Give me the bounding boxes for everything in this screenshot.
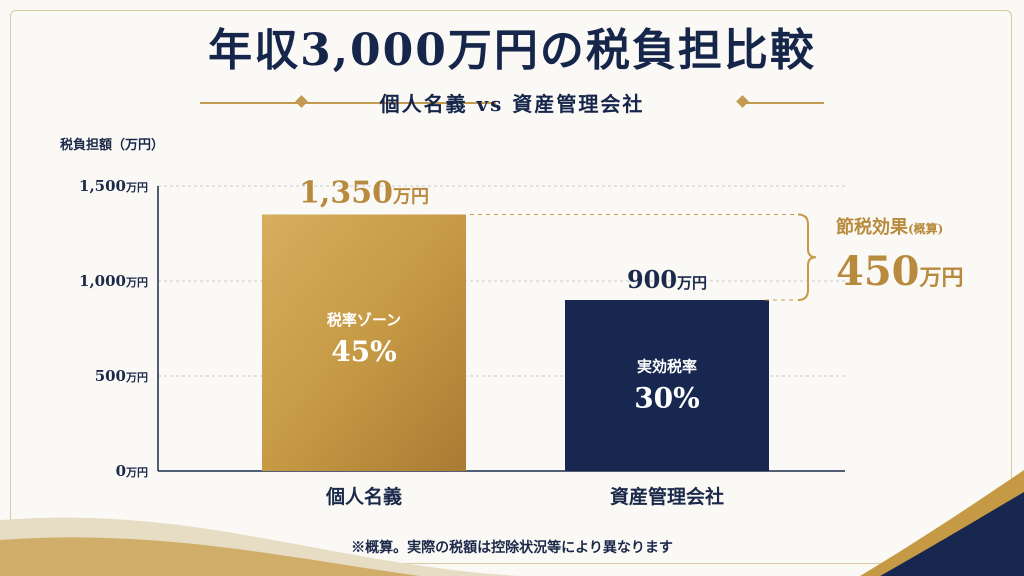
bar-value-unit: 万円 <box>676 274 707 292</box>
wave-right-navy <box>880 492 1024 576</box>
bar-inner-rate: 45% <box>331 335 397 368</box>
bar-value-number: 900 <box>627 265 677 294</box>
y-tick-unit: 万円 <box>125 181 148 194</box>
y-tick-unit: 万円 <box>125 466 148 479</box>
bar-inner-label: 税率ゾーン <box>327 311 401 329</box>
bar-company <box>565 300 769 471</box>
bar-inner-label: 実効税率 <box>637 358 697 376</box>
savings-value-number: 450 <box>836 248 920 295</box>
bar-value-label: 900万円 <box>627 265 707 294</box>
bars <box>262 214 769 471</box>
y-tick-label: 500万円 <box>95 367 148 385</box>
x-category-label: 資産管理会社 <box>610 485 724 508</box>
chart-title: 年収3,000万円の税負担比較 <box>208 25 816 76</box>
savings-label: 節税効果(概算) <box>836 216 943 238</box>
y-tick-unit: 万円 <box>125 276 148 289</box>
y-tick-number: 500 <box>95 367 126 385</box>
savings-annotation: 節税効果(概算)450万円 <box>470 213 964 301</box>
y-tick-label: 0万円 <box>116 462 148 480</box>
bar-value-unit: 万円 <box>392 187 429 208</box>
bar-value-label: 1,350万円 <box>299 176 429 211</box>
decorative-waves <box>0 470 1024 576</box>
savings-label-text: 節税効果 <box>836 216 909 238</box>
y-tick-label: 1,500万円 <box>79 177 148 195</box>
decorative-frame <box>10 10 1012 564</box>
x-category-label: 個人名義 <box>325 485 402 508</box>
bar-value-number: 1,350 <box>299 176 393 211</box>
savings-label-suffix: (概算) <box>908 221 943 236</box>
y-tick-number: 1,500 <box>79 177 126 195</box>
savings-value-unit: 万円 <box>919 265 964 291</box>
savings-value: 450万円 <box>836 248 964 295</box>
y-tick-unit: 万円 <box>125 371 148 384</box>
bar-inner-rate: 30% <box>634 382 700 415</box>
footnote: ※概算。実際の税額は控除状況等により異なります <box>351 540 673 556</box>
chart-subtitle: 個人名義 vs 資産管理会社 <box>379 92 645 116</box>
bar-individual <box>262 214 466 471</box>
y-tick-number: 1,000 <box>79 272 126 290</box>
y-tick-number: 0 <box>116 462 126 480</box>
ornament-line-left <box>200 102 496 104</box>
savings-bracket <box>797 213 817 301</box>
y-axis-title: 税負担額（万円） <box>60 138 165 153</box>
wave-left-gold <box>0 537 420 576</box>
y-tick-label: 1,000万円 <box>79 272 148 290</box>
ornament-line-right <box>742 102 824 104</box>
